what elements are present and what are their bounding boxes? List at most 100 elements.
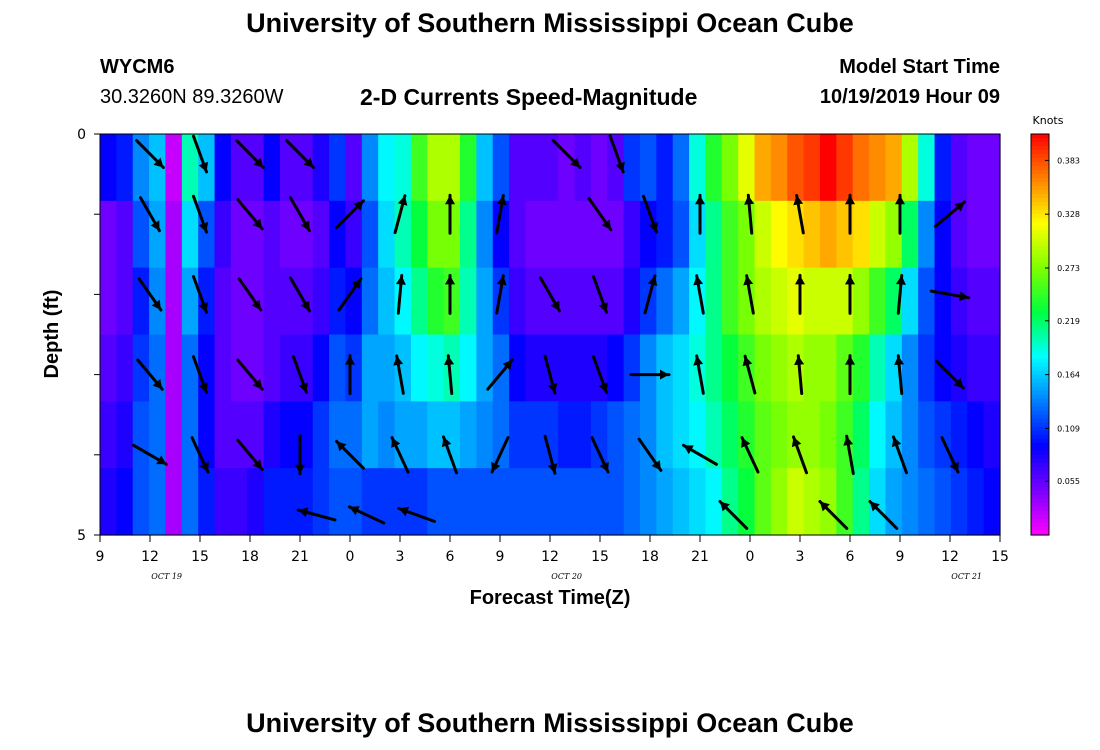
heatmap-cell bbox=[165, 134, 183, 202]
heatmap-cell bbox=[918, 267, 936, 336]
page-title: University of Southern Mississippi Ocean… bbox=[246, 8, 854, 38]
heatmap-cell bbox=[672, 401, 690, 469]
heatmap-cell bbox=[787, 134, 805, 202]
colorbar-segment bbox=[1031, 498, 1049, 504]
heatmap-cell bbox=[132, 468, 150, 536]
colorbar-segment bbox=[1031, 150, 1049, 155]
colorbar-segment bbox=[1031, 198, 1049, 203]
y-tick-label: 0 bbox=[77, 127, 86, 143]
current-vector bbox=[818, 500, 849, 530]
heatmap-cell bbox=[950, 200, 968, 269]
colorbar-segment bbox=[1031, 142, 1049, 147]
colorbar-segment bbox=[1031, 370, 1049, 376]
heatmap-cell bbox=[754, 200, 772, 269]
heatmap-cell bbox=[460, 267, 477, 336]
colorbar: 0.383 0.328 0.273 0.219 0.164 0.109 0.055 bbox=[1030, 133, 1080, 536]
heatmap-cell bbox=[738, 200, 756, 269]
heatmap-cell bbox=[230, 334, 248, 402]
heatmap-cell bbox=[443, 200, 461, 269]
heatmap-cell bbox=[247, 401, 265, 469]
heatmap-cell bbox=[247, 134, 265, 202]
heatmap-cell bbox=[623, 468, 641, 536]
heatmap-cell bbox=[181, 468, 199, 536]
colorbar-segment bbox=[1031, 310, 1049, 316]
heatmap-cell bbox=[950, 267, 968, 336]
heatmap-cell bbox=[394, 334, 412, 402]
colorbar-segment bbox=[1031, 154, 1049, 159]
heatmap-cell bbox=[132, 200, 150, 269]
heatmap-cell bbox=[541, 267, 559, 336]
current-vector bbox=[643, 274, 658, 315]
heatmap-cell bbox=[738, 334, 756, 402]
heatmap-cell bbox=[770, 334, 788, 402]
current-vector bbox=[445, 273, 455, 315]
heatmap-cell bbox=[361, 334, 379, 402]
heatmap-cell bbox=[181, 401, 199, 469]
current-vector bbox=[192, 355, 209, 394]
heatmap-cell bbox=[427, 401, 445, 469]
heatmap-cell bbox=[263, 134, 281, 202]
heatmap-cell bbox=[721, 267, 739, 336]
heatmap-cell bbox=[950, 468, 968, 536]
heatmap-cell bbox=[574, 267, 592, 336]
heatmap-cell bbox=[116, 134, 134, 202]
heatmap-cell bbox=[803, 267, 821, 336]
model-start-value: 10/19/2019 Hour 09 bbox=[819, 86, 1000, 108]
current-vector bbox=[795, 273, 805, 315]
current-vector bbox=[395, 274, 406, 315]
x-tick-label: 3 bbox=[396, 549, 405, 565]
heatmap-cell bbox=[705, 334, 723, 402]
heatmap-cell bbox=[787, 267, 805, 336]
colorbar-segment bbox=[1031, 446, 1049, 452]
heatmap-cell bbox=[296, 134, 314, 202]
heatmap-cell bbox=[852, 401, 870, 469]
colorbar-segment bbox=[1031, 522, 1049, 528]
current-vector bbox=[693, 354, 705, 395]
x-tick-label: 18 bbox=[241, 549, 259, 565]
heatmap-cell bbox=[640, 334, 657, 402]
heatmap-cell bbox=[132, 334, 150, 402]
current-vector bbox=[891, 435, 908, 475]
current-vector bbox=[192, 275, 209, 314]
colorbar-segment bbox=[1031, 518, 1049, 524]
heatmap-cell bbox=[558, 401, 576, 469]
heatmap-cell bbox=[934, 468, 952, 536]
heatmap-cell bbox=[869, 468, 887, 536]
heatmap-cell bbox=[689, 267, 707, 336]
heatmap-cell bbox=[460, 468, 477, 536]
heatmap-cell bbox=[410, 134, 428, 202]
current-vector bbox=[444, 354, 455, 395]
current-vector bbox=[629, 369, 671, 380]
heatmap-cell bbox=[181, 334, 199, 402]
current-vector bbox=[845, 354, 855, 396]
heatmap-cell bbox=[460, 134, 477, 202]
colorbar-segment bbox=[1031, 138, 1049, 143]
heatmap-cell bbox=[280, 401, 297, 469]
current-vector bbox=[592, 355, 609, 394]
current-vector bbox=[551, 139, 582, 169]
heatmap-cell bbox=[705, 401, 723, 469]
colorbar-tick-label: 0.055 bbox=[1057, 477, 1080, 486]
x-tick-label: 15 bbox=[591, 549, 609, 565]
heatmap-cell bbox=[558, 200, 576, 269]
heatmap-cell bbox=[100, 334, 117, 402]
heatmap-cell bbox=[247, 468, 265, 536]
heatmap-cell bbox=[656, 334, 674, 402]
heatmap-cell bbox=[918, 134, 936, 202]
heatmap-cell bbox=[869, 267, 887, 336]
heatmap-cell bbox=[345, 134, 363, 202]
current-vector bbox=[592, 275, 609, 314]
colorbar-segment bbox=[1031, 490, 1049, 496]
current-vector bbox=[335, 199, 365, 230]
colorbar-segment bbox=[1031, 218, 1049, 223]
heatmap-cell bbox=[198, 401, 216, 469]
heatmap-cell bbox=[149, 134, 167, 202]
heatmap-cell bbox=[721, 134, 739, 202]
heatmap-cell bbox=[230, 134, 248, 202]
heatmap-cell bbox=[820, 401, 837, 469]
colorbar-segment bbox=[1031, 242, 1049, 247]
heatmap-cell bbox=[705, 267, 723, 336]
heatmap-cell bbox=[820, 134, 837, 202]
heatmap-cell bbox=[901, 134, 919, 202]
heatmap-cell bbox=[280, 468, 297, 536]
